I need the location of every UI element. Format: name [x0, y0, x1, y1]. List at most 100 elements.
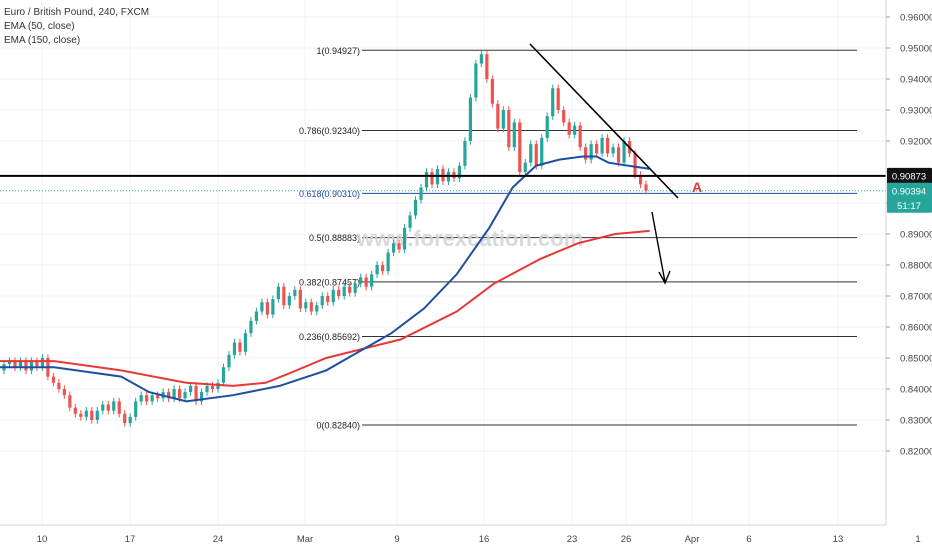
candle-body: [644, 184, 648, 191]
candle-body: [287, 296, 291, 306]
level-price-label: 0.90873: [892, 171, 926, 182]
candle-body: [123, 413, 127, 424]
legend-ema150[interactable]: EMA (150, close): [4, 35, 81, 46]
candle-body: [62, 389, 66, 396]
down-arrow-head: [658, 270, 671, 285]
candle-body: [232, 342, 237, 355]
candle-body: [57, 382, 61, 389]
candle-body: [518, 122, 522, 172]
candle-body: [326, 296, 330, 303]
candle-body: [84, 410, 88, 417]
candle-body: [562, 110, 566, 123]
candle-body: [474, 63, 478, 98]
fib-label: 0(0.82840): [316, 420, 360, 430]
ema50-line: [0, 155, 650, 403]
candle-body: [51, 376, 55, 383]
legend-ema50[interactable]: EMA (50, close): [4, 21, 75, 32]
candle-body: [304, 302, 308, 309]
candle-body: [485, 54, 489, 79]
candle-body: [265, 302, 269, 315]
candle-body: [7, 361, 12, 365]
candle-body: [479, 54, 483, 64]
y-tick-label: 0.92000: [900, 137, 932, 148]
candle-body: [238, 342, 242, 352]
candle-body: [331, 289, 335, 303]
candle-body: [315, 305, 319, 312]
y-axis-background: [886, 0, 932, 550]
candle-body: [463, 141, 467, 166]
legend-symbol[interactable]: Euro / British Pound, 240, FXCM: [4, 7, 150, 18]
candle-body: [139, 395, 143, 402]
candle-body: [386, 252, 390, 272]
x-tick-label: 23: [567, 534, 578, 545]
candle-body: [167, 392, 171, 399]
y-tick-label: 0.95000: [900, 44, 932, 55]
candle-body: [183, 392, 187, 399]
candle-body: [457, 165, 462, 179]
candle-body: [391, 243, 396, 253]
candle-body: [282, 286, 286, 306]
candle-body: [595, 144, 599, 154]
candle-body: [419, 187, 423, 200]
y-tick-label: 0.85000: [900, 354, 932, 365]
candle-body: [490, 79, 494, 104]
candle-body: [271, 299, 275, 315]
candle-body: [397, 243, 401, 250]
x-tick-label: Apr: [685, 534, 700, 545]
candle-body: [73, 407, 77, 414]
candle-body: [337, 289, 341, 296]
ema150-line: [0, 229, 650, 387]
candle-body: [199, 392, 204, 402]
x-tick-label: 1: [915, 534, 920, 545]
candle-body: [605, 137, 610, 154]
candle-body: [293, 289, 297, 296]
candle-body: [106, 404, 110, 411]
x-tick-label: 13: [833, 534, 844, 545]
y-tick-label: 0.87000: [900, 292, 932, 303]
candle-body: [507, 110, 511, 148]
down-arrow-shaft: [651, 211, 666, 283]
fib-label: 0.5(0.88883): [309, 233, 360, 243]
candle-body: [13, 361, 17, 368]
candle-body: [364, 277, 368, 287]
fib-levels: 1(0.94927) 0.786(0.92340) 0.618(0.90310) 0.…: [299, 46, 857, 430]
chart-legend: Euro / British Pound, 240, FXCM EMA (50,…: [4, 6, 149, 48]
x-tick-label: 26: [621, 534, 632, 545]
candle-body: [35, 361, 39, 368]
candle-body: [128, 416, 132, 424]
candle-body: [600, 137, 604, 154]
candle-body: [611, 147, 615, 154]
candle-body: [221, 367, 226, 383]
candle-body: [320, 296, 324, 306]
candle-body: [578, 125, 582, 148]
candle-body: [29, 361, 34, 371]
candle-body: [210, 385, 215, 389]
candle-body: [424, 172, 429, 188]
candle-body: [408, 215, 412, 228]
candle-body: [112, 401, 116, 411]
fib-label: 0.618(0.90310): [299, 189, 360, 199]
x-tick-label: 9: [394, 534, 399, 545]
candle-body: [584, 147, 588, 160]
candle-body: [353, 283, 357, 293]
x-tick-label: Mar: [297, 534, 313, 545]
candle-body: [194, 385, 198, 402]
candle-body: [249, 320, 253, 334]
candle-body: [117, 401, 121, 414]
descending-trendline: [529, 43, 679, 199]
candle-body: [227, 354, 231, 368]
y-tick-label: 0.93000: [900, 106, 932, 117]
y-tick-label: 0.89000: [900, 230, 932, 241]
candle-body: [260, 302, 264, 312]
y-tick-label: 0.84000: [900, 385, 932, 396]
candle-body: [254, 311, 259, 321]
candle-body: [370, 274, 374, 287]
candle-body: [68, 395, 72, 408]
candle-body: [540, 137, 544, 166]
candle-body: [589, 144, 593, 160]
x-tick-label: 16: [479, 534, 490, 545]
y-tick-label: 0.86000: [900, 323, 932, 334]
y-tick-label: 0.83000: [900, 416, 932, 427]
